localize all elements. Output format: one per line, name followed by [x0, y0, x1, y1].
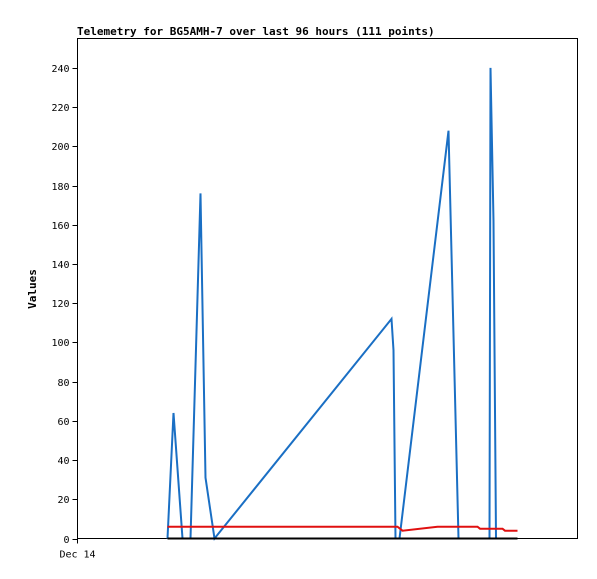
y-tick-label: 160: [51, 221, 69, 232]
plot-area: [77, 38, 578, 539]
y-tick-label: 140: [51, 260, 69, 271]
x-axis: Dec 14: [59, 538, 96, 561]
y-tick-label: 0: [63, 535, 69, 546]
y-tick-label: 80: [57, 378, 69, 389]
y-tick-label: 220: [51, 103, 69, 114]
y-tick-label: 40: [57, 456, 69, 467]
y-tick-label: 100: [51, 338, 69, 349]
y-tick-label: 20: [57, 495, 69, 506]
y-tick-label: 240: [51, 64, 69, 75]
y-tick-label: 60: [57, 417, 69, 428]
y-axis: 0 20 40 60 80 100 120 140 160 180 200 220 240: [51, 64, 78, 546]
series-line-2: [167, 525, 518, 532]
y-tick-label: 180: [51, 182, 69, 193]
chart-title: Telemetry for BG5AMH-7 over last 96 hour…: [77, 25, 435, 38]
y-tick-label: 120: [51, 299, 69, 310]
y-axis-label: Values: [26, 269, 39, 309]
y-tick-label: 200: [51, 142, 69, 153]
x-tick-label: Dec 14: [59, 550, 95, 561]
series-layer: [166, 67, 518, 541]
